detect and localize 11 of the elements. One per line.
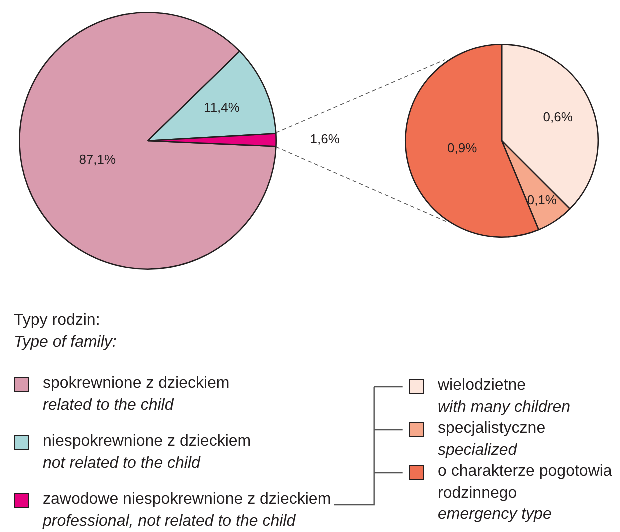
legend-label: zawodowe niespokrewnione z dzieckiem professional, not related to the child bbox=[43, 491, 332, 530]
data-label: 1,6% bbox=[310, 131, 340, 146]
legend-label: o charakterze pogotowia rodzinnego emergency type bbox=[438, 463, 612, 523]
data-label: 0,1% bbox=[527, 192, 558, 208]
data-label: 87,1% bbox=[79, 152, 116, 167]
data-label: 11,4% bbox=[204, 100, 240, 116]
legend-title: Typy rodzin: Type of family: bbox=[14, 311, 118, 352]
legend-label: niespokrewnione z dzieckiem not related to the child bbox=[43, 433, 252, 472]
data-label: 0,6% bbox=[543, 109, 574, 124]
data-label: 0,9% bbox=[447, 140, 478, 156]
legend-label: spokrewnione z dzieckiem related to the child bbox=[43, 375, 230, 414]
